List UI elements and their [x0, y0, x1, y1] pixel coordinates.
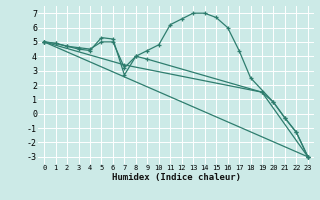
- X-axis label: Humidex (Indice chaleur): Humidex (Indice chaleur): [111, 173, 241, 182]
